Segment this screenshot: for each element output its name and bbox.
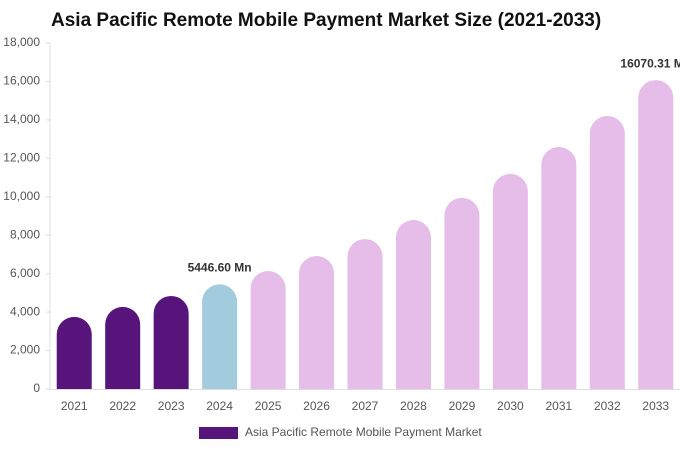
y-tick-label: 18,000 [3,35,40,49]
bar [153,295,189,389]
bar [56,316,92,389]
bar [444,197,480,389]
x-tick-label: 2033 [642,399,669,413]
bar [638,80,674,389]
y-tick-label: 8,000 [10,227,40,241]
chart-title: Asia Pacific Remote Mobile Payment Marke… [51,10,601,31]
bar [299,255,335,389]
y-tick-label: 14,000 [3,112,40,126]
x-tick-label: 2024 [206,399,233,413]
x-tick-label: 2021 [61,399,88,413]
x-tick-label: 2028 [400,399,427,413]
y-tick-label: 0 [33,381,40,395]
x-tick-label: 2029 [449,399,476,413]
bar [589,116,625,389]
y-tick-label: 16,000 [3,74,40,88]
x-tick-label: 2022 [109,399,136,413]
bar [347,239,383,389]
y-tick-label: 2,000 [10,343,40,357]
x-tick-label: 2031 [545,399,572,413]
x-tick-label: 2027 [352,399,379,413]
bar [202,284,238,389]
x-tick-label: 2023 [158,399,185,413]
data-label: 16070.31 Mn [620,56,680,70]
bar [105,306,141,389]
legend-label: Asia Pacific Remote Mobile Payment Marke… [245,425,482,439]
y-tick-label: 6,000 [10,266,40,280]
bar [492,173,528,389]
bar [541,147,577,389]
x-tick-label: 2032 [594,399,621,413]
x-tick-label: 2026 [303,399,330,413]
y-tick-label: 12,000 [3,151,40,165]
legend-swatch [199,427,238,439]
x-tick-label: 2025 [255,399,282,413]
data-label: 5446.60 Mn [188,260,252,274]
x-tick-label: 2030 [497,399,524,413]
y-tick-label: 4,000 [10,304,40,318]
y-tick-label: 10,000 [3,189,40,203]
bar [395,220,431,389]
bar [250,270,286,389]
